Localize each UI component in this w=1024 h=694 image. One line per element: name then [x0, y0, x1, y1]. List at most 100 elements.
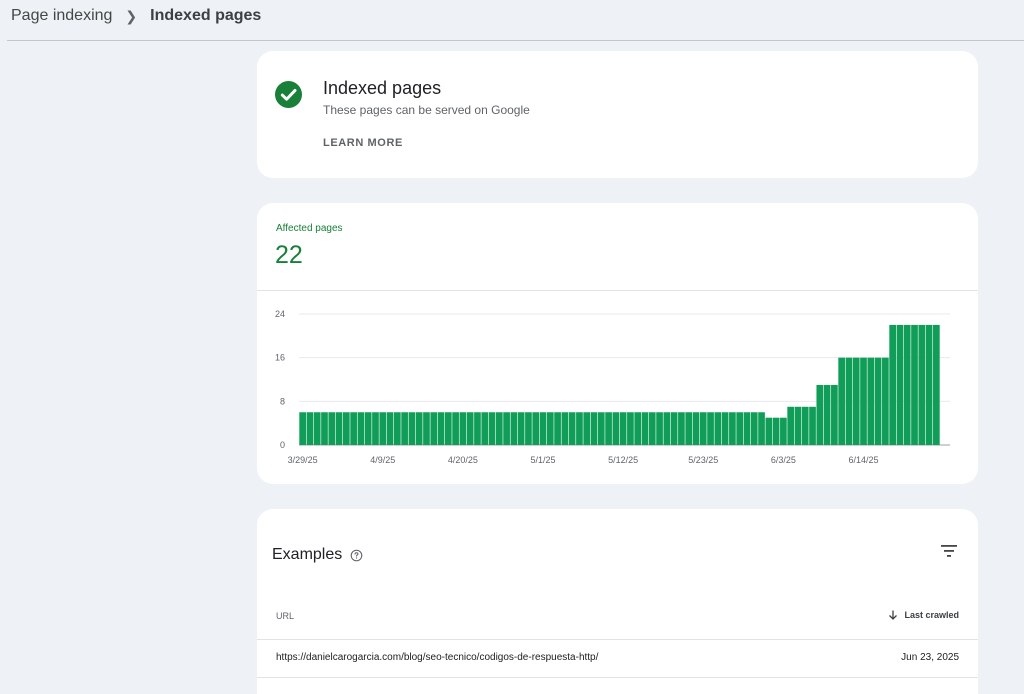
bar[interactable] — [386, 412, 394, 445]
bar[interactable] — [852, 357, 860, 445]
bar[interactable] — [845, 357, 853, 445]
bar[interactable] — [656, 412, 663, 445]
bar[interactable] — [911, 324, 918, 445]
bar[interactable] — [495, 412, 503, 445]
bar[interactable] — [678, 412, 685, 445]
bar[interactable] — [517, 412, 525, 445]
bar[interactable] — [503, 412, 510, 445]
bar[interactable] — [597, 412, 605, 445]
bar[interactable] — [809, 406, 816, 445]
bar[interactable] — [488, 412, 496, 445]
bar[interactable] — [444, 412, 452, 445]
bar[interactable] — [576, 412, 583, 445]
bar[interactable] — [350, 412, 357, 445]
chart-divider — [257, 290, 978, 291]
bar[interactable] — [750, 412, 758, 445]
bar[interactable] — [860, 357, 867, 445]
bar[interactable] — [816, 384, 824, 445]
bar[interactable] — [474, 412, 481, 445]
bar[interactable] — [328, 412, 336, 445]
bar[interactable] — [343, 412, 350, 445]
bar[interactable] — [743, 412, 751, 445]
bar[interactable] — [561, 412, 569, 445]
bar[interactable] — [918, 324, 926, 445]
bar[interactable] — [605, 412, 612, 445]
bar[interactable] — [335, 412, 343, 445]
bar[interactable] — [357, 412, 365, 445]
bar[interactable] — [663, 412, 671, 445]
bar[interactable] — [896, 324, 904, 445]
bar[interactable] — [568, 412, 576, 445]
bar[interactable] — [313, 412, 321, 445]
bar[interactable] — [393, 412, 401, 445]
breadcrumb-page-indexing[interactable]: Page indexing — [11, 7, 113, 24]
bar[interactable] — [466, 412, 474, 445]
bar[interactable] — [707, 412, 714, 445]
learn-more-link[interactable]: LEARN MORE — [323, 137, 403, 149]
bar[interactable] — [583, 412, 591, 445]
bar[interactable] — [780, 417, 787, 445]
bar[interactable] — [546, 412, 554, 445]
bar[interactable] — [306, 412, 314, 445]
bar[interactable] — [823, 384, 831, 445]
bar[interactable] — [437, 412, 445, 445]
bar[interactable] — [794, 406, 802, 445]
bar[interactable] — [554, 412, 561, 445]
y-tick-label: 24 — [275, 309, 285, 319]
bar[interactable] — [772, 417, 780, 445]
bar[interactable] — [867, 357, 875, 445]
bar[interactable] — [692, 412, 700, 445]
bar[interactable] — [903, 324, 911, 445]
bar[interactable] — [452, 412, 459, 445]
bar[interactable] — [831, 384, 838, 445]
bar[interactable] — [590, 412, 598, 445]
bar[interactable] — [787, 406, 795, 445]
bar[interactable] — [612, 412, 620, 445]
bar[interactable] — [379, 412, 387, 445]
bar[interactable] — [532, 412, 540, 445]
bar[interactable] — [430, 412, 438, 445]
bar[interactable] — [481, 412, 489, 445]
bar[interactable] — [627, 412, 634, 445]
bar[interactable] — [721, 412, 729, 445]
bar[interactable] — [423, 412, 430, 445]
bar[interactable] — [372, 412, 379, 445]
bar[interactable] — [758, 412, 765, 445]
bar[interactable] — [729, 412, 736, 445]
bar[interactable] — [933, 324, 940, 445]
column-header-last-crawled[interactable]: Last crawled — [888, 610, 959, 620]
bar[interactable] — [874, 357, 882, 445]
filter-icon[interactable] — [941, 545, 957, 557]
bar[interactable] — [401, 412, 408, 445]
bar[interactable] — [321, 412, 328, 445]
table-row-url[interactable]: https://danielcarogarcia.com/blog/seo-te… — [276, 652, 599, 663]
column-header-url[interactable]: URL — [276, 611, 295, 621]
bar[interactable] — [670, 412, 678, 445]
bar[interactable] — [641, 412, 649, 445]
bar[interactable] — [765, 417, 773, 445]
bar[interactable] — [714, 412, 722, 445]
bar[interactable] — [838, 357, 846, 445]
bar[interactable] — [882, 357, 889, 445]
bar[interactable] — [364, 412, 372, 445]
bar[interactable] — [408, 412, 416, 445]
bar[interactable] — [619, 412, 627, 445]
bar[interactable] — [685, 412, 693, 445]
help-icon[interactable] — [350, 549, 363, 562]
y-tick-label: 16 — [275, 353, 285, 363]
bar[interactable] — [459, 412, 467, 445]
x-tick-label: 6/3/25 — [771, 455, 796, 465]
bar[interactable] — [736, 412, 744, 445]
bar[interactable] — [801, 406, 809, 445]
table-row-date: Jun 23, 2025 — [901, 652, 959, 663]
bar[interactable] — [525, 412, 532, 445]
bar[interactable] — [539, 412, 547, 445]
bar[interactable] — [299, 412, 306, 445]
bar[interactable] — [415, 412, 423, 445]
bar[interactable] — [889, 324, 896, 445]
bar[interactable] — [510, 412, 518, 445]
bar[interactable] — [699, 412, 707, 445]
bar[interactable] — [648, 412, 656, 445]
bar[interactable] — [925, 324, 933, 445]
bar[interactable] — [634, 412, 642, 445]
